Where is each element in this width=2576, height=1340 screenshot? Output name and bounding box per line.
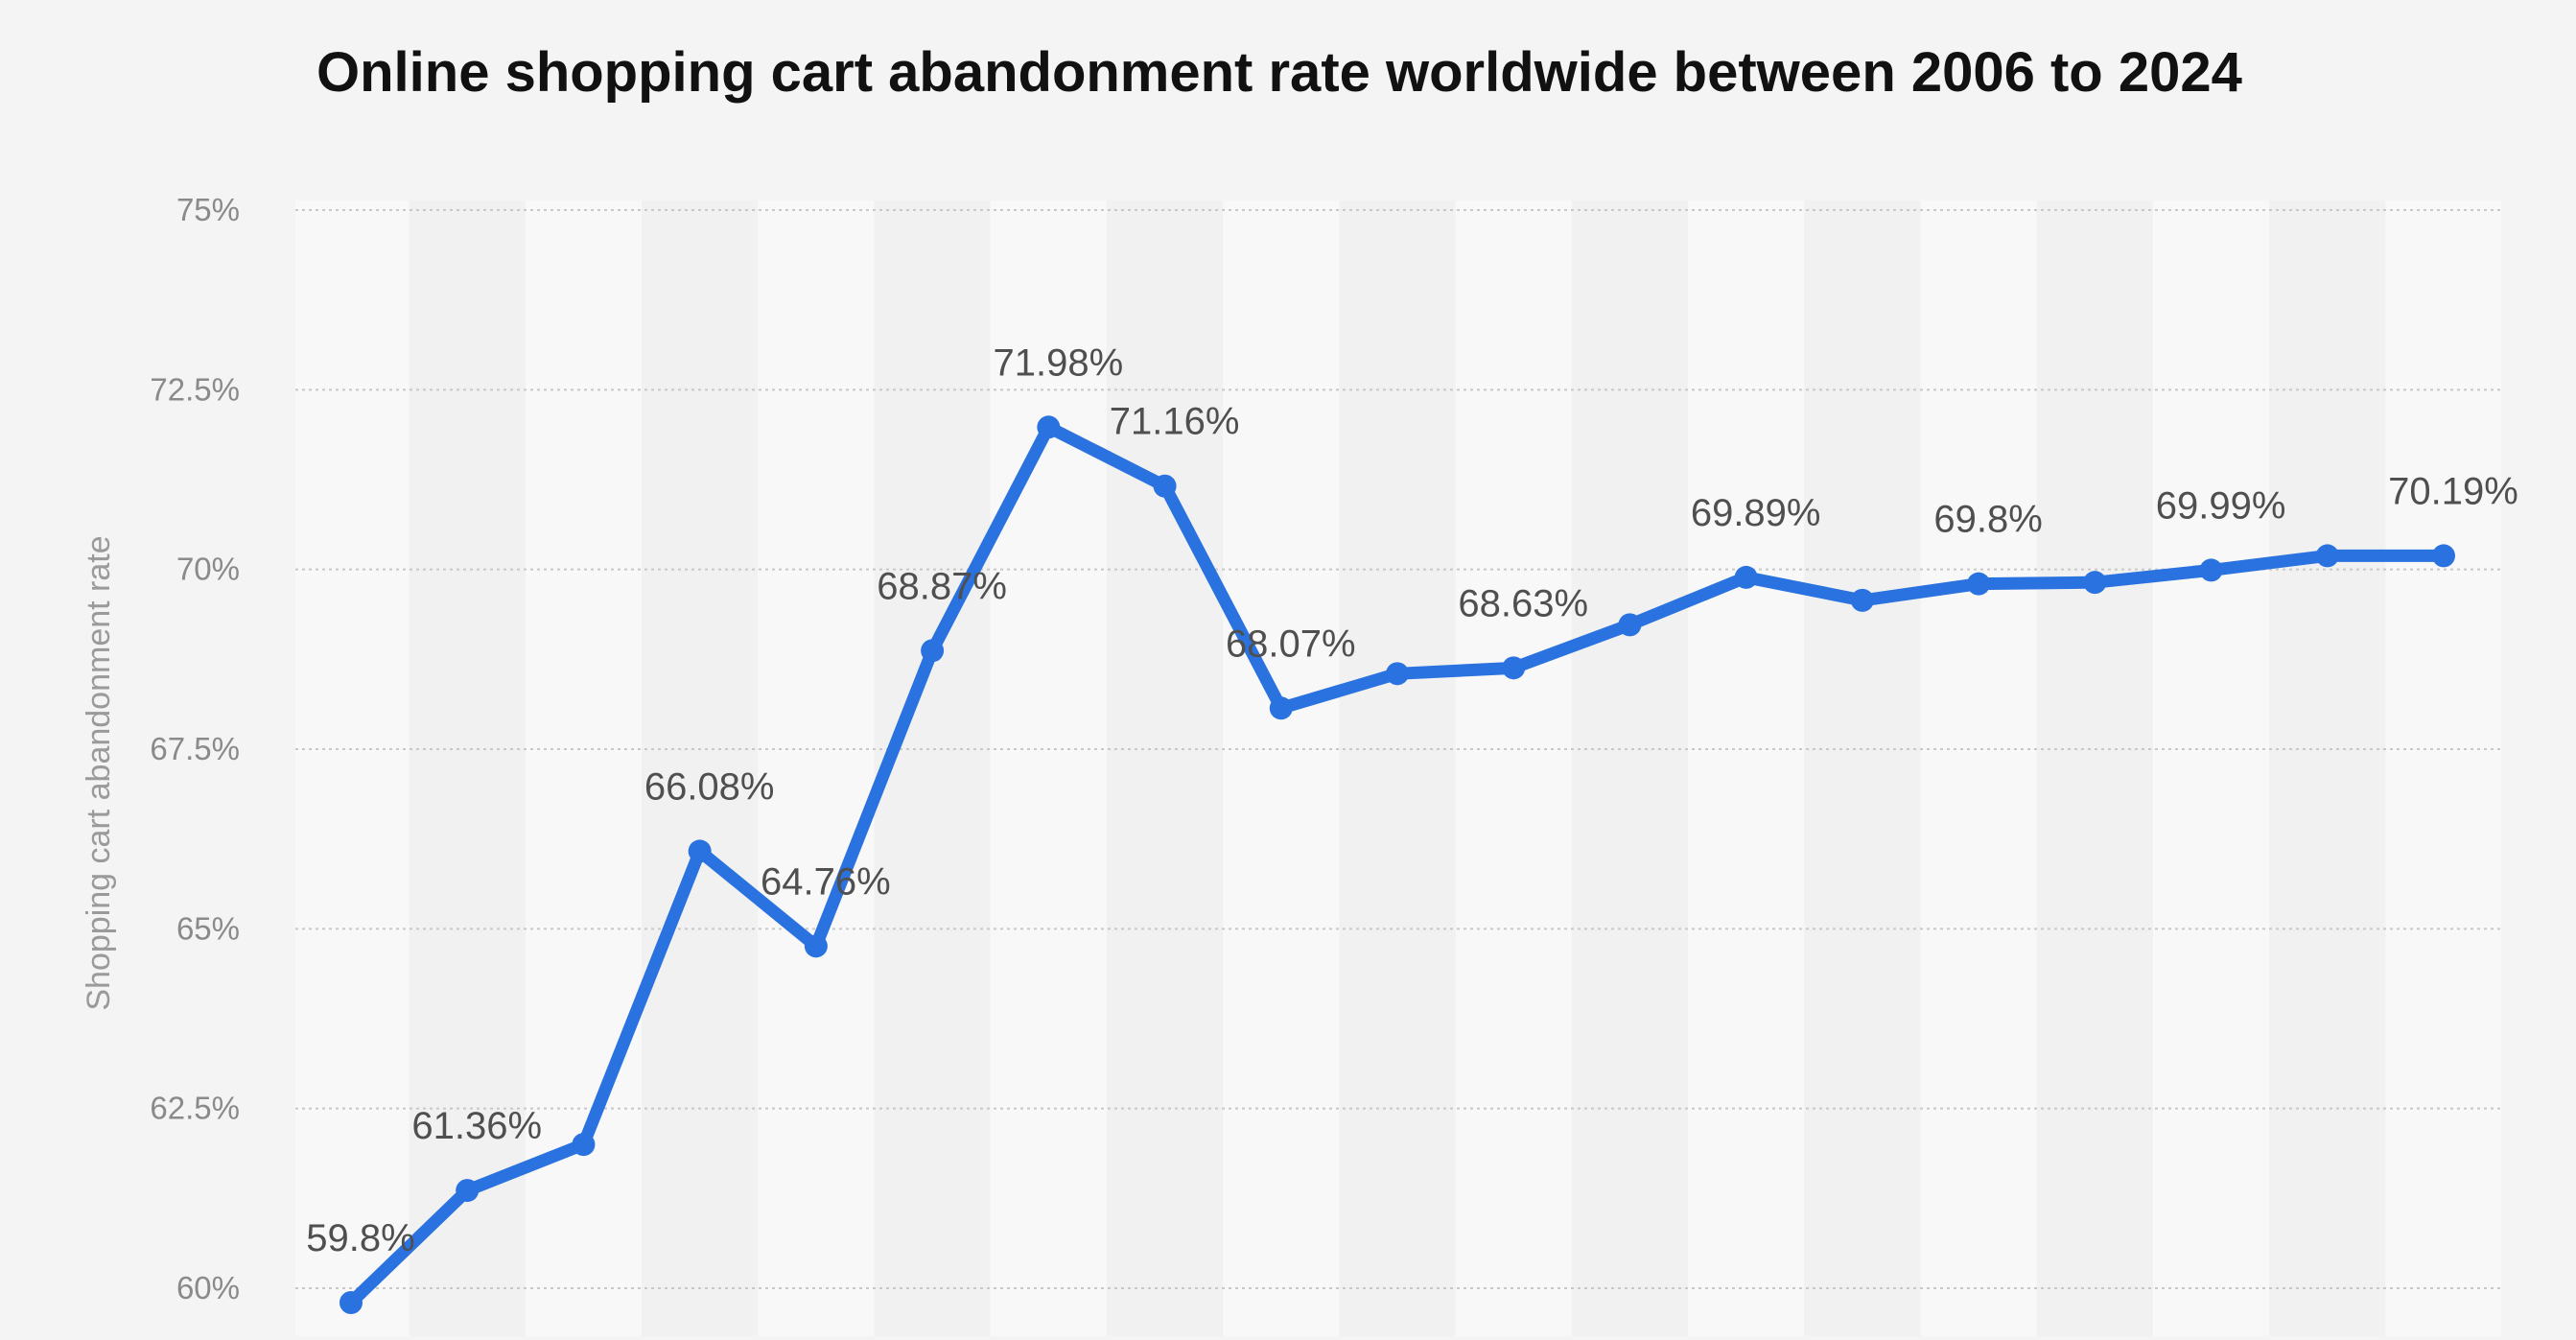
data-point xyxy=(2083,571,2107,595)
data-label: 71.98% xyxy=(993,341,1123,384)
data-label: 71.16% xyxy=(1110,401,1240,443)
column-band xyxy=(409,200,526,1336)
column-bands xyxy=(295,200,2501,1336)
column-band xyxy=(1339,200,1456,1336)
data-label: 66.08% xyxy=(644,765,775,808)
data-point xyxy=(340,1290,363,1314)
data-label: 59.8% xyxy=(306,1217,414,1259)
column-band xyxy=(1223,200,1340,1336)
data-point xyxy=(1967,572,1991,596)
data-label: 69.99% xyxy=(2156,484,2286,527)
data-label: 68.87% xyxy=(877,565,1007,607)
y-tick-label: 75% xyxy=(176,192,240,227)
data-point xyxy=(921,639,945,663)
column-band xyxy=(295,200,410,1336)
data-point xyxy=(1037,415,1061,439)
series-group xyxy=(340,415,2455,1314)
data-point xyxy=(1502,656,1526,680)
data-label: 61.36% xyxy=(411,1105,542,1147)
column-band xyxy=(1920,200,2037,1336)
column-band xyxy=(1106,200,1224,1336)
data-point xyxy=(1850,588,1874,612)
column-band xyxy=(1455,200,1572,1336)
data-point xyxy=(572,1133,596,1157)
data-point xyxy=(2199,558,2223,582)
y-tick-label: 62.5% xyxy=(150,1091,240,1126)
column-band xyxy=(1804,200,1921,1336)
gridlines xyxy=(295,209,2501,1289)
column-band xyxy=(2152,200,2270,1336)
y-tick-label: 70% xyxy=(176,552,240,587)
data-point xyxy=(1269,696,1293,720)
y-tick-label: 65% xyxy=(176,910,240,946)
chart-title: Online shopping cart abandonment rate wo… xyxy=(316,41,2242,104)
data-label: 64.76% xyxy=(761,860,891,903)
data-point xyxy=(1734,565,1758,589)
data-point xyxy=(2315,544,2339,568)
data-point xyxy=(1386,662,1409,686)
data-point xyxy=(2432,544,2455,568)
column-band xyxy=(1571,200,1689,1336)
y-axis-ticks: 60% 62.5% 65% 67.5% 70% 72.5% 75% xyxy=(150,192,240,1305)
column-band xyxy=(2269,200,2386,1336)
data-label: 69.89% xyxy=(1691,492,1821,534)
column-band xyxy=(2385,200,2501,1336)
data-point xyxy=(1618,613,1642,637)
column-band xyxy=(1688,200,1805,1336)
y-axis-title: Shopping cart abandonment rate xyxy=(81,535,117,1010)
data-point xyxy=(1153,474,1177,498)
data-point xyxy=(804,934,828,958)
data-point xyxy=(688,839,712,863)
column-band xyxy=(2036,200,2153,1336)
column-band xyxy=(758,200,875,1336)
data-label: 69.8% xyxy=(1933,499,2042,541)
y-tick-label: 72.5% xyxy=(150,371,240,407)
data-labels: 59.8% 61.36% 66.08% 64.76% 68.87% 71.98% 71.16… xyxy=(306,341,2518,1259)
data-label: 68.63% xyxy=(1458,582,1588,624)
y-tick-label: 60% xyxy=(176,1270,240,1305)
data-label: 68.07% xyxy=(1226,623,1356,665)
y-tick-label: 67.5% xyxy=(150,731,240,766)
data-point xyxy=(456,1179,480,1203)
data-label: 70.19% xyxy=(2388,470,2518,512)
